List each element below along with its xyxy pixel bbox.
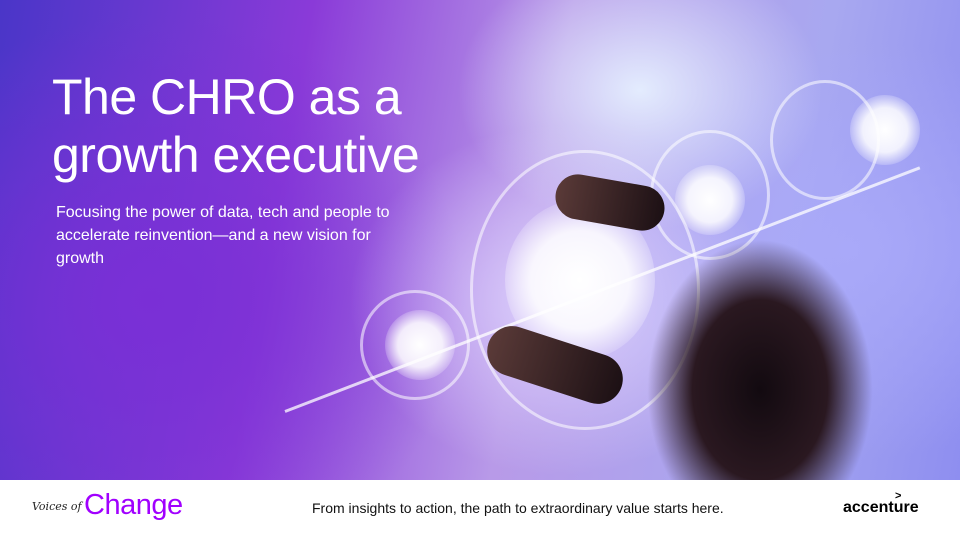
page-subtitle: Focusing the power of data, tech and peo… xyxy=(56,204,390,267)
hologram-ring xyxy=(360,290,470,400)
hologram-disc xyxy=(850,95,920,165)
brand-mark-icon: > xyxy=(895,490,902,502)
hologram-disc xyxy=(385,310,455,380)
page-title: The CHRO as a growth executive xyxy=(52,69,420,183)
series-name: Change xyxy=(84,489,183,521)
hero-image xyxy=(0,0,960,480)
footer-bar xyxy=(0,480,960,540)
brand-text: accenture xyxy=(843,499,919,516)
tagline: From insights to action, the path to ext… xyxy=(312,500,724,516)
series-prefix: Voices of xyxy=(32,500,82,513)
accenture-logo: accenture > xyxy=(843,490,919,517)
